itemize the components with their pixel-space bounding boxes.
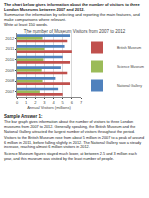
html-text:Summarise the information by s: Summarise the information by selecting a… (4, 12, 140, 22)
svg-text:2011: 2011 (6, 46, 15, 51)
svg-text:2007: 2007 (5, 89, 15, 94)
svg-text:2012: 2012 (5, 36, 15, 41)
html-text:The chart below gives informat: The chart below gives information about … (4, 2, 140, 12)
svg-text:Science Museum: Science Museum (117, 65, 144, 69)
svg-text:5: 5 (62, 100, 65, 105)
html-text:Visitors to the British Museum: Visitors to the British Museum rose from… (4, 135, 145, 150)
svg-text:2010: 2010 (5, 57, 15, 62)
svg-text:British Museum: British Museum (117, 46, 141, 50)
svg-text:1: 1 (25, 100, 28, 105)
html-text:The bar graph gives informatio: The bar graph gives information about th… (4, 120, 136, 134)
html-text:Science Museum figures stayed: Science Museum figures stayed much lower… (4, 151, 137, 161)
svg-text:2009: 2009 (5, 68, 15, 73)
html-text:Sample Answer 1:: Sample Answer 1: (4, 114, 43, 119)
svg-text:The number of Museum Visitors: The number of Museum Visitors from 2007 … (24, 29, 126, 34)
svg-text:3: 3 (43, 100, 46, 105)
svg-text:4: 4 (52, 100, 55, 105)
svg-text:7: 7 (80, 100, 83, 105)
svg-text:National Gallery: National Gallery (117, 84, 142, 88)
svg-text:0: 0 (16, 100, 19, 105)
svg-text:2008: 2008 (5, 78, 15, 83)
html-text:Write at least 150 words.: Write at least 150 words. (4, 22, 48, 27)
svg-text:6: 6 (71, 100, 74, 105)
svg-text:Annual Visitors (millions): Annual Visitors (millions) (27, 105, 71, 110)
svg-text:2: 2 (34, 100, 37, 105)
